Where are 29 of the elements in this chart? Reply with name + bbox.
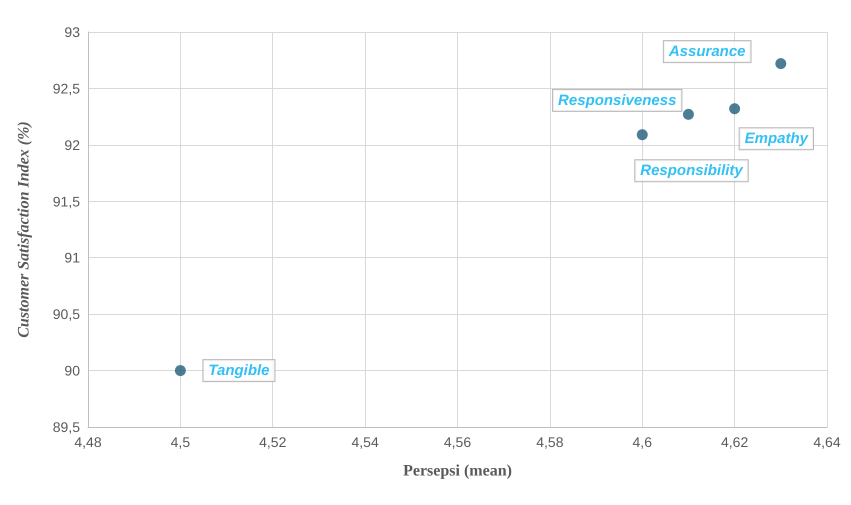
x-tick-label: 4,52 — [259, 434, 287, 450]
y-tick-label: 90 — [64, 362, 80, 379]
x-axis-title: Persepsi (mean) — [403, 462, 512, 480]
point — [174, 365, 186, 376]
point — [636, 129, 648, 140]
y-tick-label: 91 — [64, 250, 80, 266]
point — [682, 108, 694, 120]
y-tick-label: 93 — [64, 24, 80, 40]
x-tick-label: 4,6 — [632, 434, 652, 450]
annotation: Responsiveness — [558, 92, 676, 109]
y-axis-title: Customer Satisfaction Index (%) — [16, 121, 32, 338]
annotation: Empathy — [744, 130, 809, 148]
annotation: Assurance — [668, 43, 746, 60]
y-tick-label: 92 — [64, 136, 80, 153]
x-tick-label: 4,48 — [74, 434, 102, 450]
x-tick-label: 4,62 — [721, 434, 748, 450]
annotation: Tangible — [208, 362, 270, 380]
y-tick-label: 90,5 — [52, 306, 80, 322]
point — [775, 58, 786, 70]
y-tick-label: 92,5 — [52, 80, 80, 96]
point — [729, 103, 740, 114]
x-tick-label: 4,54 — [352, 434, 379, 450]
x-tick-label: 4,58 — [536, 434, 564, 450]
x-tick-label: 4,5 — [170, 434, 190, 450]
y-tick-label: 89,5 — [52, 419, 80, 435]
x-tick-label: 4,64 — [813, 434, 841, 450]
annotation: Responsibility — [640, 162, 744, 180]
x-tick-label: 4,56 — [444, 434, 472, 450]
y-tick-label: 91,5 — [52, 193, 80, 210]
